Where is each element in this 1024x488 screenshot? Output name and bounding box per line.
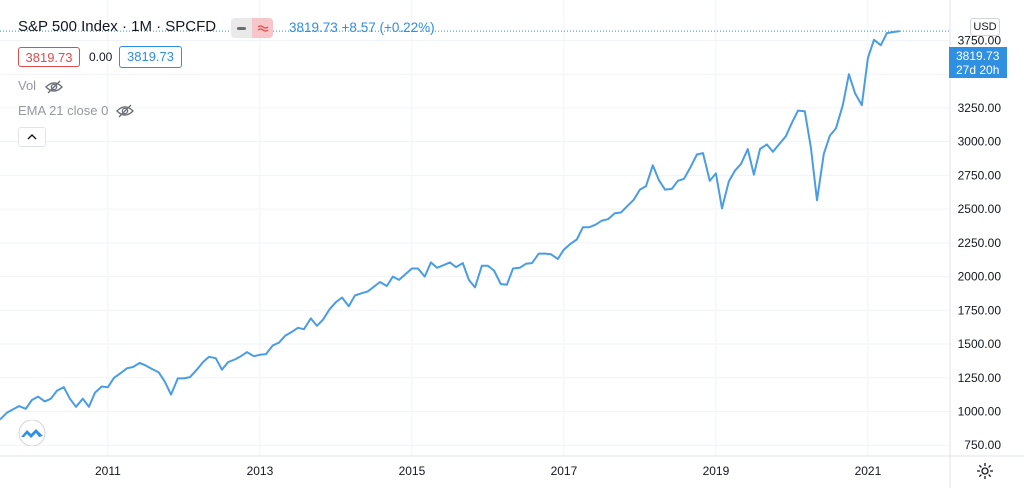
compare-toggle[interactable] <box>231 18 273 38</box>
grid-lines <box>0 0 950 456</box>
price-axis-tick-label: 1750.00 <box>958 303 1002 317</box>
time-axis-tick-label: 2011 <box>95 464 121 478</box>
price-axis-tick-label: 3750.00 <box>958 33 1002 47</box>
volume-indicator-label[interactable]: Vol <box>18 78 37 93</box>
price-axis-tick-label: 1250.00 <box>958 371 1002 385</box>
price-axis-tick-label: 3000.00 <box>958 135 1002 149</box>
collapse-legend-button[interactable] <box>18 127 46 147</box>
price-axis-tick-label: 1500.00 <box>958 337 1002 351</box>
chevron-up-icon <box>27 134 37 140</box>
buy-price-button[interactable]: 3819.73 <box>119 46 182 68</box>
time-axis-tick-label: 2013 <box>247 464 274 478</box>
price-axis-tick-label: 2000.00 <box>958 270 1002 284</box>
time-axis-tick-label: 2019 <box>703 464 730 478</box>
currency-button[interactable]: USD <box>970 18 1000 36</box>
price-axis-tick-label: 2500.00 <box>958 202 1002 216</box>
last-price-value: 3819.73 <box>956 49 1000 63</box>
time-axis-tick-label: 2017 <box>551 464 578 478</box>
time-axis-labels[interactable]: 2011 2013 2015 2017 2019 2021 <box>95 464 882 478</box>
symbol-title[interactable]: S&P 500 Index · 1M · SPCFD <box>18 18 217 35</box>
toggle-off-segment[interactable] <box>231 18 252 38</box>
header-price-change: 3819.73 +8.57 (+0.22%) <box>289 20 435 35</box>
time-axis-tick-label: 2015 <box>399 464 426 478</box>
price-series-line <box>0 30 900 421</box>
eye-hidden-icon[interactable] <box>116 104 134 118</box>
wave-icon <box>257 25 268 32</box>
eye-hidden-icon[interactable] <box>45 80 63 94</box>
last-price-label: 3819.73 27d 20h <box>949 47 1007 78</box>
spread-value: 0.00 <box>89 50 113 64</box>
bar-countdown: 27d 20h <box>956 63 1000 77</box>
price-axis-labels[interactable]: 750.00 1000.00 1250.00 1500.00 1750.00 2000.0… <box>958 33 1002 452</box>
dash-icon <box>237 26 246 30</box>
price-axis-tick-label: 1000.00 <box>958 404 1002 418</box>
price-axis-tick-label: 2750.00 <box>958 168 1002 182</box>
gear-icon[interactable] <box>976 462 994 480</box>
tradingview-logo-icon[interactable] <box>15 420 49 446</box>
toggle-wave-segment[interactable] <box>252 18 273 38</box>
price-axis-tick-label: 2250.00 <box>958 236 1002 250</box>
sell-price-button[interactable]: 3819.73 <box>18 47 80 67</box>
price-axis-tick-label: 750.00 <box>964 438 1001 452</box>
ema-indicator-label[interactable]: EMA 21 close 0 <box>18 103 109 118</box>
time-axis-tick-label: 2021 <box>855 464 882 478</box>
price-axis-tick-label: 3250.00 <box>958 101 1002 115</box>
